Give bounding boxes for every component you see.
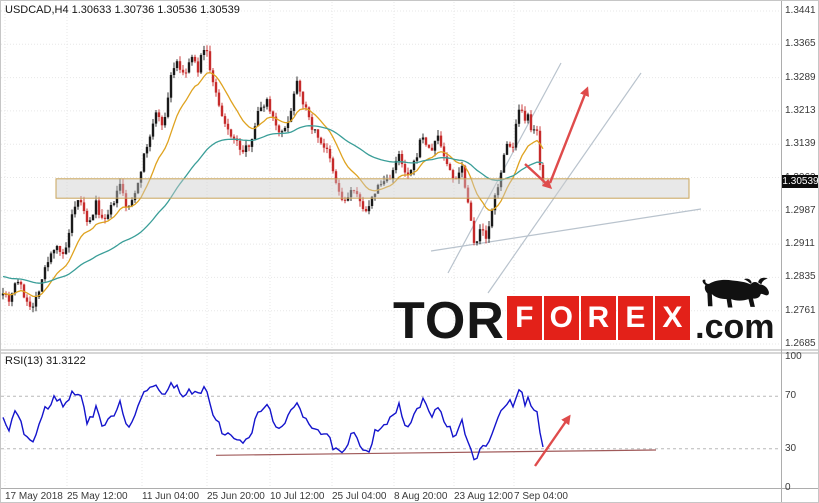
rsi-line bbox=[2, 381, 544, 461]
watermark-right-column: .com bbox=[695, 276, 775, 347]
time-axis-label: 25 May 12:00 bbox=[67, 491, 128, 502]
price-axis-label: 1.3213 bbox=[785, 104, 816, 116]
rsi-axis-label: 70 bbox=[785, 390, 797, 402]
ma-slow-line bbox=[2, 125, 544, 284]
current-price-tag: 1.30539 bbox=[782, 175, 819, 188]
bull-logo-icon bbox=[702, 278, 769, 308]
time-axis-label: 8 Aug 20:00 bbox=[394, 491, 448, 502]
price-axis-label: 1.3365 bbox=[785, 38, 816, 50]
watermark-com-text: .com bbox=[695, 308, 775, 347]
rsi-axis-label: 100 bbox=[785, 351, 802, 362]
time-axis-label: 11 Jun 04:00 bbox=[142, 491, 200, 502]
watermark-forex-letter: E bbox=[617, 296, 653, 340]
time-axis-label: 25 Jul 04:00 bbox=[332, 491, 387, 502]
watermark-forex-letter: R bbox=[580, 296, 616, 340]
price-axis-label: 1.3139 bbox=[785, 138, 816, 150]
symbol-ohlc-info: USDCAD,H4 1.30633 1.30736 1.30536 1.3053… bbox=[5, 4, 240, 16]
price-axis-label: 1.2761 bbox=[785, 304, 816, 316]
time-axis-label: 17 May 2018 bbox=[5, 491, 63, 502]
rsi-axis-label: 0 bbox=[785, 482, 791, 493]
rsi-trendline bbox=[215, 449, 657, 456]
rsi-forecast-arrow bbox=[534, 414, 571, 467]
time-axis-label: 7 Sep 04:00 bbox=[514, 491, 568, 502]
grid-lines bbox=[1, 2, 781, 488]
watermark-forex-letter: X bbox=[654, 296, 690, 340]
price-axis-label: 1.2987 bbox=[785, 204, 816, 216]
time-axis-label: 10 Jul 12:00 bbox=[270, 491, 325, 502]
support-zone bbox=[55, 178, 690, 199]
watermark-tor-text: TOR bbox=[393, 292, 505, 351]
time-axis-label: 25 Jun 20:00 bbox=[207, 491, 265, 502]
price-axis-label: 1.3441 bbox=[785, 5, 816, 16]
time-axis-label: 23 Aug 12:00 bbox=[454, 491, 513, 502]
watermark-forex-letter: F bbox=[506, 296, 542, 340]
rsi-indicator-label: RSI(13) 31.3122 bbox=[5, 355, 86, 367]
price-axis-label: 1.2685 bbox=[785, 338, 816, 349]
rsi-axis-label: 30 bbox=[785, 442, 797, 454]
forecast-arrows bbox=[524, 86, 590, 189]
trend-channel-lines bbox=[430, 62, 702, 294]
price-axis-label: 1.2911 bbox=[785, 238, 815, 250]
price-axis-label: 1.2835 bbox=[785, 271, 816, 283]
price-axis-label: 1.3289 bbox=[785, 71, 816, 83]
watermark-forex-letter: O bbox=[543, 296, 579, 340]
